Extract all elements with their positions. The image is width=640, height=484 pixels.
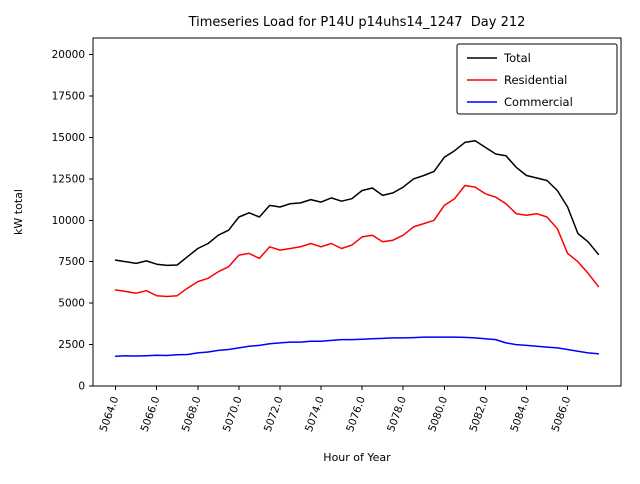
y-tick-label: 2500	[58, 339, 85, 351]
x-tick-label: 5064.0	[98, 395, 122, 434]
legend-label-commercial: Commercial	[504, 95, 573, 109]
x-tick-label: 5086.0	[550, 395, 574, 434]
y-tick-label: 12500	[52, 173, 85, 185]
x-tick-label: 5068.0	[180, 395, 204, 434]
legend-label-total: Total	[503, 51, 531, 65]
y-tick-label: 0	[78, 381, 85, 393]
x-tick-label: 5082.0	[467, 395, 491, 434]
x-tick-label: 5072.0	[262, 395, 286, 434]
x-tick-label: 5078.0	[385, 395, 409, 434]
y-tick-label: 20000	[52, 49, 85, 61]
series-line-commercial	[114, 336, 600, 357]
x-tick-label: 5066.0	[139, 395, 163, 434]
y-tick-label: 10000	[52, 215, 85, 227]
chart-title: Timeseries Load for P14U p14uhs14_1247 D…	[188, 15, 526, 30]
x-tick-label: 5080.0	[426, 395, 450, 434]
series-line-residential	[114, 184, 600, 298]
axis-frame	[92, 37, 622, 387]
legend-label-residential: Residential	[504, 73, 567, 87]
y-tick-label: 17500	[52, 91, 85, 103]
y-tick-label: 7500	[58, 256, 85, 268]
series-line-total	[114, 139, 600, 267]
y-tick-label: 15000	[52, 132, 85, 144]
y-axis-label: kW total	[12, 189, 25, 235]
x-tick-label: 5074.0	[303, 395, 327, 434]
x-axis-label: Hour of Year	[323, 451, 391, 464]
legend-box	[456, 43, 618, 115]
y-tick-label: 5000	[58, 298, 85, 310]
plot-area: 0 2500 5000 7500 10000 12500 15000 17500 20000 50…	[52, 37, 622, 434]
x-tick-label: 5084.0	[508, 395, 532, 434]
x-tick-label: 5070.0	[221, 395, 245, 434]
x-tick-label: 5076.0	[344, 395, 368, 434]
